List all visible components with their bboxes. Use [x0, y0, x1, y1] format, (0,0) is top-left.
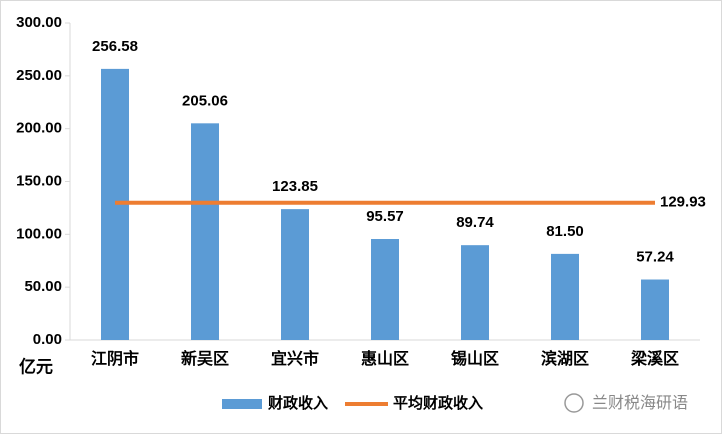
x-tick-label: 惠山区 — [361, 349, 409, 368]
average-label: 129.93 — [660, 194, 706, 211]
bar — [641, 279, 669, 340]
x-tick-label: 滨湖区 — [541, 349, 589, 368]
bar — [461, 245, 489, 340]
x-tick-label: 梁溪区 — [630, 349, 679, 368]
y-tick-label: 200.00 — [16, 120, 62, 137]
data-label: 89.74 — [456, 214, 494, 231]
y-tick-label: 250.00 — [16, 67, 62, 84]
y-tick-label: 100.00 — [16, 225, 62, 242]
y-tick-label: 0.00 — [33, 331, 62, 348]
bar — [281, 209, 309, 340]
y-tick-label: 300.00 — [16, 14, 62, 31]
y-tick-label: 50.00 — [24, 278, 62, 295]
x-tick-label: 锡山区 — [451, 349, 499, 368]
x-tick-label: 江阴市 — [91, 349, 139, 368]
legend-swatch — [222, 399, 262, 409]
data-label: 123.85 — [272, 178, 318, 195]
watermark-text: 兰财税海研语 — [592, 394, 688, 412]
data-label: 57.24 — [636, 248, 674, 265]
bar — [551, 253, 579, 340]
x-tick-label: 宜兴市 — [271, 349, 319, 368]
data-label: 81.50 — [546, 223, 584, 240]
bar — [191, 123, 219, 340]
legend-label: 财政收入 — [268, 394, 328, 412]
data-label: 256.58 — [92, 38, 138, 55]
watermark: 兰财税海研语 — [564, 393, 688, 413]
data-label: 205.06 — [182, 92, 228, 109]
watermark-icon — [564, 393, 584, 413]
y-unit: 亿元 — [19, 356, 53, 376]
legend-label: 平均财政收入 — [393, 394, 483, 412]
bar — [371, 239, 399, 340]
x-tick-label: 新吴区 — [181, 349, 229, 368]
data-label: 95.57 — [366, 208, 404, 225]
y-tick-label: 150.00 — [16, 172, 62, 189]
